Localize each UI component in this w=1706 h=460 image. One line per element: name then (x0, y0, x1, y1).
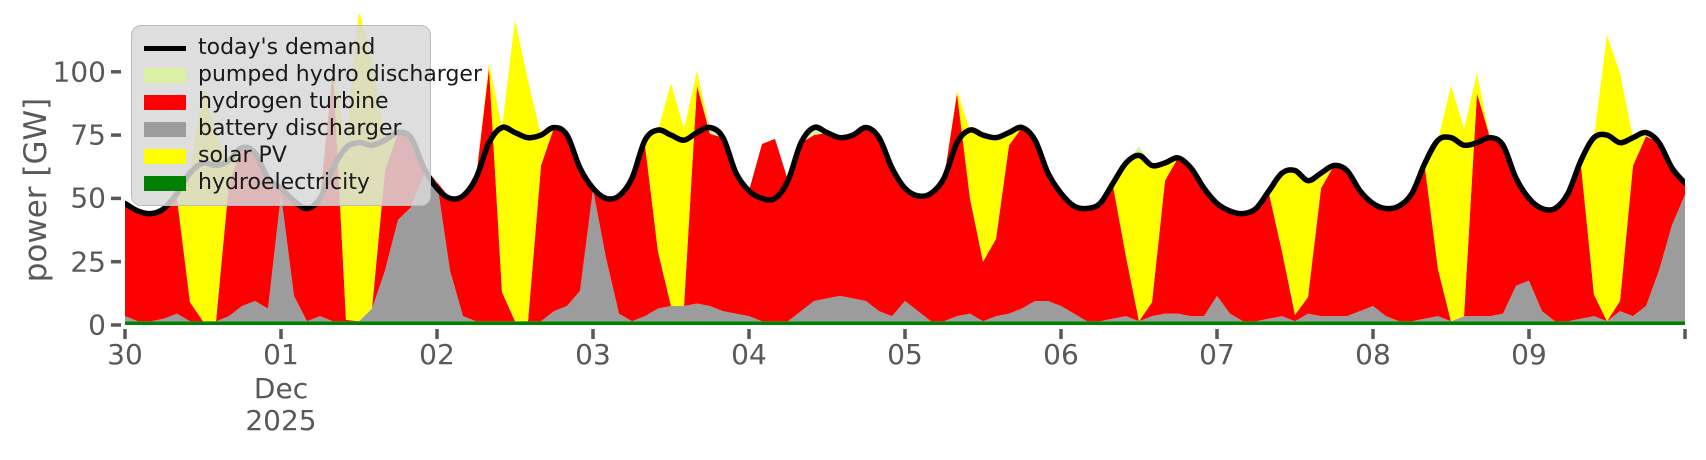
battery-swatch (144, 121, 186, 137)
legend-item-pumped-hydro: pumped hydro discharger (144, 62, 482, 88)
y-tick-label-25: 25 (70, 245, 106, 279)
x-tick-mark (123, 329, 127, 339)
area-hydroelectricity (125, 321, 1685, 325)
x-tick-mark (1059, 329, 1063, 339)
x-tick-label-03: 03 (575, 338, 611, 371)
legend-label: pumped hydro discharger (198, 62, 483, 87)
y-tick-label-75: 75 (70, 118, 106, 152)
x-tick-mark (747, 329, 751, 339)
legend-item-hydrogen-turbine: hydrogen turbine (144, 89, 416, 115)
y-tick-label-100: 100 (52, 55, 106, 89)
legend-item-battery: battery discharger (144, 116, 416, 142)
x-tick-label-30: 30 (107, 338, 143, 371)
x-tick-mark (279, 329, 283, 339)
x-tick-mark (1527, 329, 1531, 339)
y-tick-mark (111, 323, 121, 327)
y-tick-label-50: 50 (70, 181, 106, 215)
legend-label: solar PV (198, 143, 287, 168)
x-tick-label-06: 06 (1043, 338, 1079, 371)
x-tick-mark (591, 329, 595, 339)
pumped-hydro-swatch (144, 67, 186, 83)
y-tick-mark (111, 133, 121, 137)
legend-label: hydroelectricity (198, 170, 370, 195)
x-tick-label-05: 05 (887, 338, 923, 371)
demand-line-swatch (144, 45, 186, 51)
y-tick-label-0: 0 (88, 308, 106, 342)
y-tick-mark (111, 196, 121, 201)
x-axis-month-label: Dec (253, 372, 309, 405)
x-tick-mark (1371, 329, 1375, 339)
x-tick-label-01: 01 (263, 338, 299, 371)
legend: today's demand pumped hydro discharger h… (131, 25, 482, 206)
legend-label: hydrogen turbine (198, 89, 389, 114)
solar-swatch (144, 148, 186, 164)
x-tick-label-07: 07 (1199, 338, 1235, 371)
x-tick-label-04: 04 (731, 338, 767, 371)
hydroelectricity-swatch (144, 175, 186, 191)
area-solar-pv (125, 14, 1685, 322)
x-tick-mark (903, 329, 907, 339)
x-tick-mark (435, 329, 439, 339)
legend-item-demand: today's demand (144, 35, 416, 61)
y-tick-mark (111, 259, 121, 264)
legend-item-hydroelectricity: hydroelectricity (144, 170, 416, 196)
y-tick-mark (111, 70, 121, 74)
x-tick-label-02: 02 (419, 338, 455, 371)
hydrogen-turbine-swatch (144, 94, 186, 110)
x-tick-label-08: 08 (1355, 338, 1391, 371)
legend-item-solar: solar PV (144, 143, 416, 169)
area-battery-discharger (125, 174, 1685, 322)
x-tick-label-09: 09 (1511, 338, 1547, 371)
x-tick-mark (1215, 329, 1219, 339)
x-axis-year-label: 2025 (245, 404, 317, 437)
area-hydrogen-turbine (125, 68, 1685, 322)
legend-label: battery discharger (198, 116, 402, 141)
legend-label: today's demand (198, 35, 376, 60)
x-tick-mark (1683, 329, 1687, 339)
